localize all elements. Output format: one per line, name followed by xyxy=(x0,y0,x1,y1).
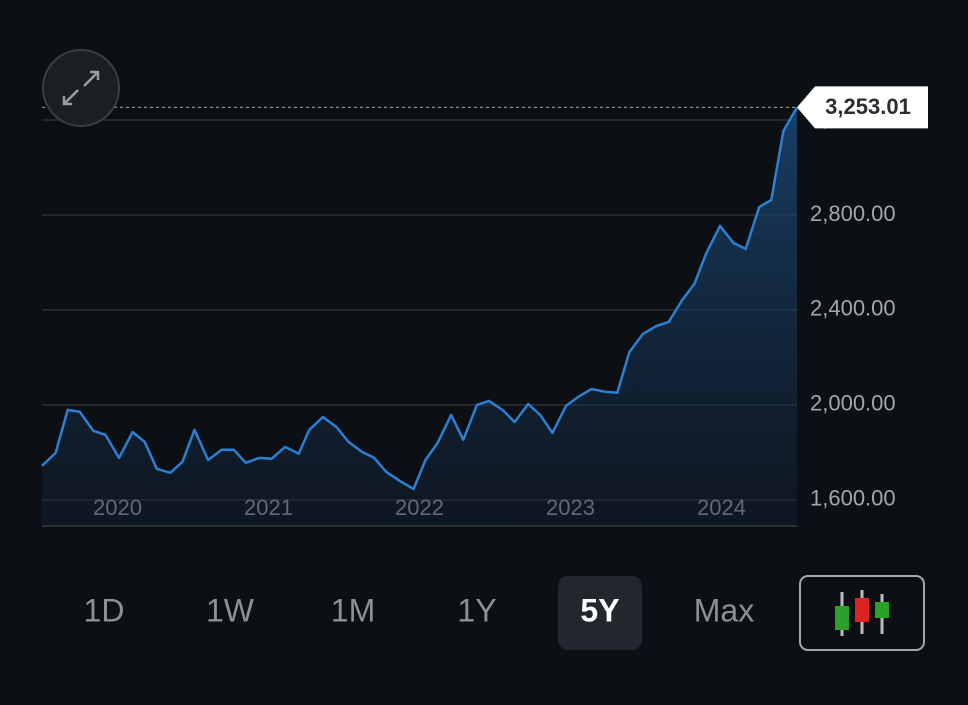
price-tag-label: 3,253.01 xyxy=(825,94,911,119)
range-button[interactable]: 1M xyxy=(331,592,375,628)
plot: 1,600.002,000.002,400.002,800.003,200.00… xyxy=(41,86,928,527)
y-tick-label: 2,400.00 xyxy=(810,296,896,321)
range-button[interactable]: 5Y xyxy=(580,592,619,628)
price-tag xyxy=(797,86,928,129)
selected-range-bg xyxy=(558,576,642,650)
y-tick-label: 2,800.00 xyxy=(810,201,896,226)
area xyxy=(42,107,797,527)
range-button[interactable]: 1W xyxy=(206,592,255,628)
range-button[interactable]: 1Y xyxy=(457,592,496,628)
range-buttons: 1D 1W 1M 1Y 5Y Max xyxy=(84,576,754,650)
expand-button[interactable] xyxy=(42,49,120,127)
price-line xyxy=(41,106,799,491)
candlestick-toggle[interactable] xyxy=(799,575,925,651)
y-tick-label: 2,000.00 xyxy=(810,391,896,416)
y-tick-label: 1,600.00 xyxy=(810,486,896,511)
range-button[interactable]: Max xyxy=(694,592,754,628)
range-button[interactable]: 1D xyxy=(84,592,125,628)
